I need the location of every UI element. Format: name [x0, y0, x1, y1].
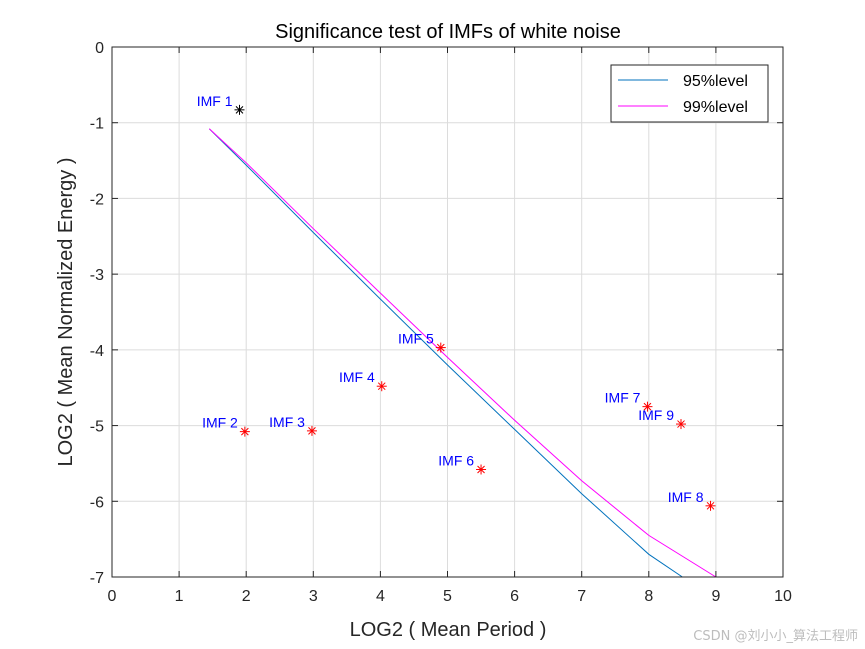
- data-point-imf-4: [376, 381, 387, 392]
- chart-title: Significance test of IMFs of white noise: [275, 21, 621, 43]
- legend-box: [610, 64, 769, 123]
- data-point-label: IMF 3: [269, 414, 305, 430]
- x-tick-label: 5: [443, 588, 452, 605]
- x-tick-label: 3: [309, 588, 318, 605]
- x-tick-label: 9: [711, 588, 720, 605]
- y-tick-label: -5: [90, 419, 104, 436]
- axis-ticks: 0 1 2 3 4 5 6 7 8 9 10 0 -1 -2 -3 -4 -5 -6 -7: [90, 40, 792, 605]
- data-point-imf-7: [642, 401, 653, 412]
- data-point-label: IMF 9: [638, 407, 674, 423]
- x-tick-label: 1: [175, 588, 184, 605]
- data-point-imf-2: [239, 426, 250, 437]
- x-tick-label: 4: [376, 588, 385, 605]
- x-tick-label: 10: [774, 588, 792, 605]
- data-point-imf-1: [234, 104, 245, 115]
- x-tick-label: 6: [510, 588, 519, 605]
- data-point-imf-8: [705, 500, 716, 511]
- data-point-imf-3: [306, 425, 317, 436]
- y-tick-label: -1: [90, 116, 104, 133]
- x-tick-label: 7: [577, 588, 586, 605]
- legend-label-99: 99%level: [683, 99, 748, 116]
- x-axis-title: LOG2 ( Mean Period ): [350, 619, 547, 641]
- marker-stroke: [235, 105, 244, 114]
- data-point-label: IMF 8: [668, 489, 704, 505]
- y-tick-label: -4: [90, 343, 104, 360]
- watermark: CSDN @刘小小_算法工程师: [693, 629, 858, 644]
- data-point-label: IMF 1: [197, 93, 233, 109]
- marker-stroke: [377, 382, 386, 391]
- marker-stroke: [436, 343, 445, 352]
- marker-stroke: [477, 465, 485, 474]
- y-tick-label: -7: [90, 570, 104, 587]
- grid-lines: [112, 47, 783, 577]
- series-line-99: [208, 128, 717, 578]
- legend-label-95: 95%level: [683, 73, 748, 90]
- data-point-imf-9: [676, 419, 687, 430]
- series-line-95: [208, 128, 683, 578]
- marker-stroke: [308, 427, 316, 435]
- data-point-label: IMF 2: [202, 415, 238, 431]
- data-point-label: IMF 5: [398, 331, 434, 347]
- marker-stroke: [241, 427, 249, 436]
- data-point-imf-6: [476, 464, 487, 475]
- y-tick-label: -3: [90, 267, 104, 284]
- y-tick-label: -2: [90, 191, 104, 208]
- y-tick-label: 0: [95, 40, 104, 57]
- y-tick-label: -6: [90, 494, 104, 511]
- marker-stroke: [677, 420, 685, 428]
- data-point-label: IMF 6: [438, 452, 474, 468]
- data-point-label: IMF 4: [339, 369, 375, 385]
- data-point-imf-5: [435, 342, 446, 353]
- y-axis-title: LOG2 ( Mean Normalized Energy ): [55, 157, 77, 466]
- points-layer: IMF 1 IMF 2 IMF 3 IMF 4 IMF 5 IMF 6 IMF 7 IMF 8…: [197, 93, 716, 511]
- legend: 95%level 99%level: [610, 64, 769, 123]
- x-tick-label: 0: [108, 588, 117, 605]
- marker-stroke: [706, 501, 715, 510]
- series-layer: [208, 128, 717, 578]
- data-point-label: IMF 7: [605, 390, 641, 406]
- marker-stroke: [643, 402, 652, 411]
- x-tick-label: 2: [242, 588, 251, 605]
- x-tick-label: 8: [644, 588, 653, 605]
